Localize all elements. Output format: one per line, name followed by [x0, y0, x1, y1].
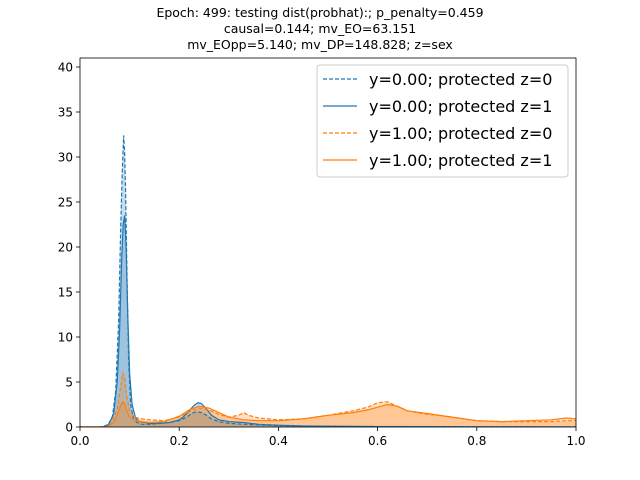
x-tick-label: 0.2 — [170, 434, 189, 448]
series-fill-2 — [80, 215, 576, 427]
title-line-2: causal=0.144; mv_EO=63.151 — [224, 21, 416, 36]
y-tick-label: 20 — [58, 241, 73, 255]
series-group — [80, 135, 576, 427]
plot-area — [80, 135, 576, 427]
x-tick-label: 0.6 — [368, 434, 387, 448]
axes-frame — [79, 57, 577, 428]
series-line-2 — [80, 215, 576, 427]
title-line-3: mv_EOpp=5.140; mv_DP=148.828; z=sex — [187, 37, 453, 52]
legend-label-1: y=0.00; protected z=0 — [369, 70, 552, 89]
y-tick-label: 10 — [58, 331, 73, 345]
x-tick-label: 0.0 — [70, 434, 89, 448]
title-line-1: Epoch: 499: testing dist(probhat):; p_pe… — [156, 5, 483, 20]
axes: 0.0 0.2 0.4 0.6 0.8 1.0 0 5 10 15 20 25 30 35 40 — [58, 57, 586, 448]
x-tick-label: 0.8 — [467, 434, 486, 448]
y-tick-label: 15 — [58, 286, 73, 300]
y-tick-label: 35 — [58, 106, 73, 120]
series-line-4 — [80, 400, 576, 427]
y-tick-label: 0 — [65, 421, 73, 435]
legend-label-3: y=1.00; protected z=0 — [369, 124, 552, 143]
x-tick-label: 1.0 — [566, 434, 585, 448]
x-tick-label: 0.4 — [269, 434, 288, 448]
legend-label-4: y=1.00; protected z=1 — [369, 151, 552, 170]
chart-title: Epoch: 499: testing dist(probhat):; p_pe… — [156, 5, 483, 52]
y-tick-label: 5 — [65, 376, 73, 390]
legend-label-2: y=0.00; protected z=1 — [369, 97, 552, 116]
y-tick-label: 25 — [58, 196, 73, 210]
series-fill-1 — [80, 135, 576, 427]
series-fill-4 — [80, 401, 576, 427]
y-tick-label: 30 — [58, 151, 73, 165]
y-tick-label: 40 — [58, 61, 73, 75]
legend: y=0.00; protected z=0 y=0.00; protected z… — [316, 64, 569, 178]
legend-box — [316, 64, 569, 178]
